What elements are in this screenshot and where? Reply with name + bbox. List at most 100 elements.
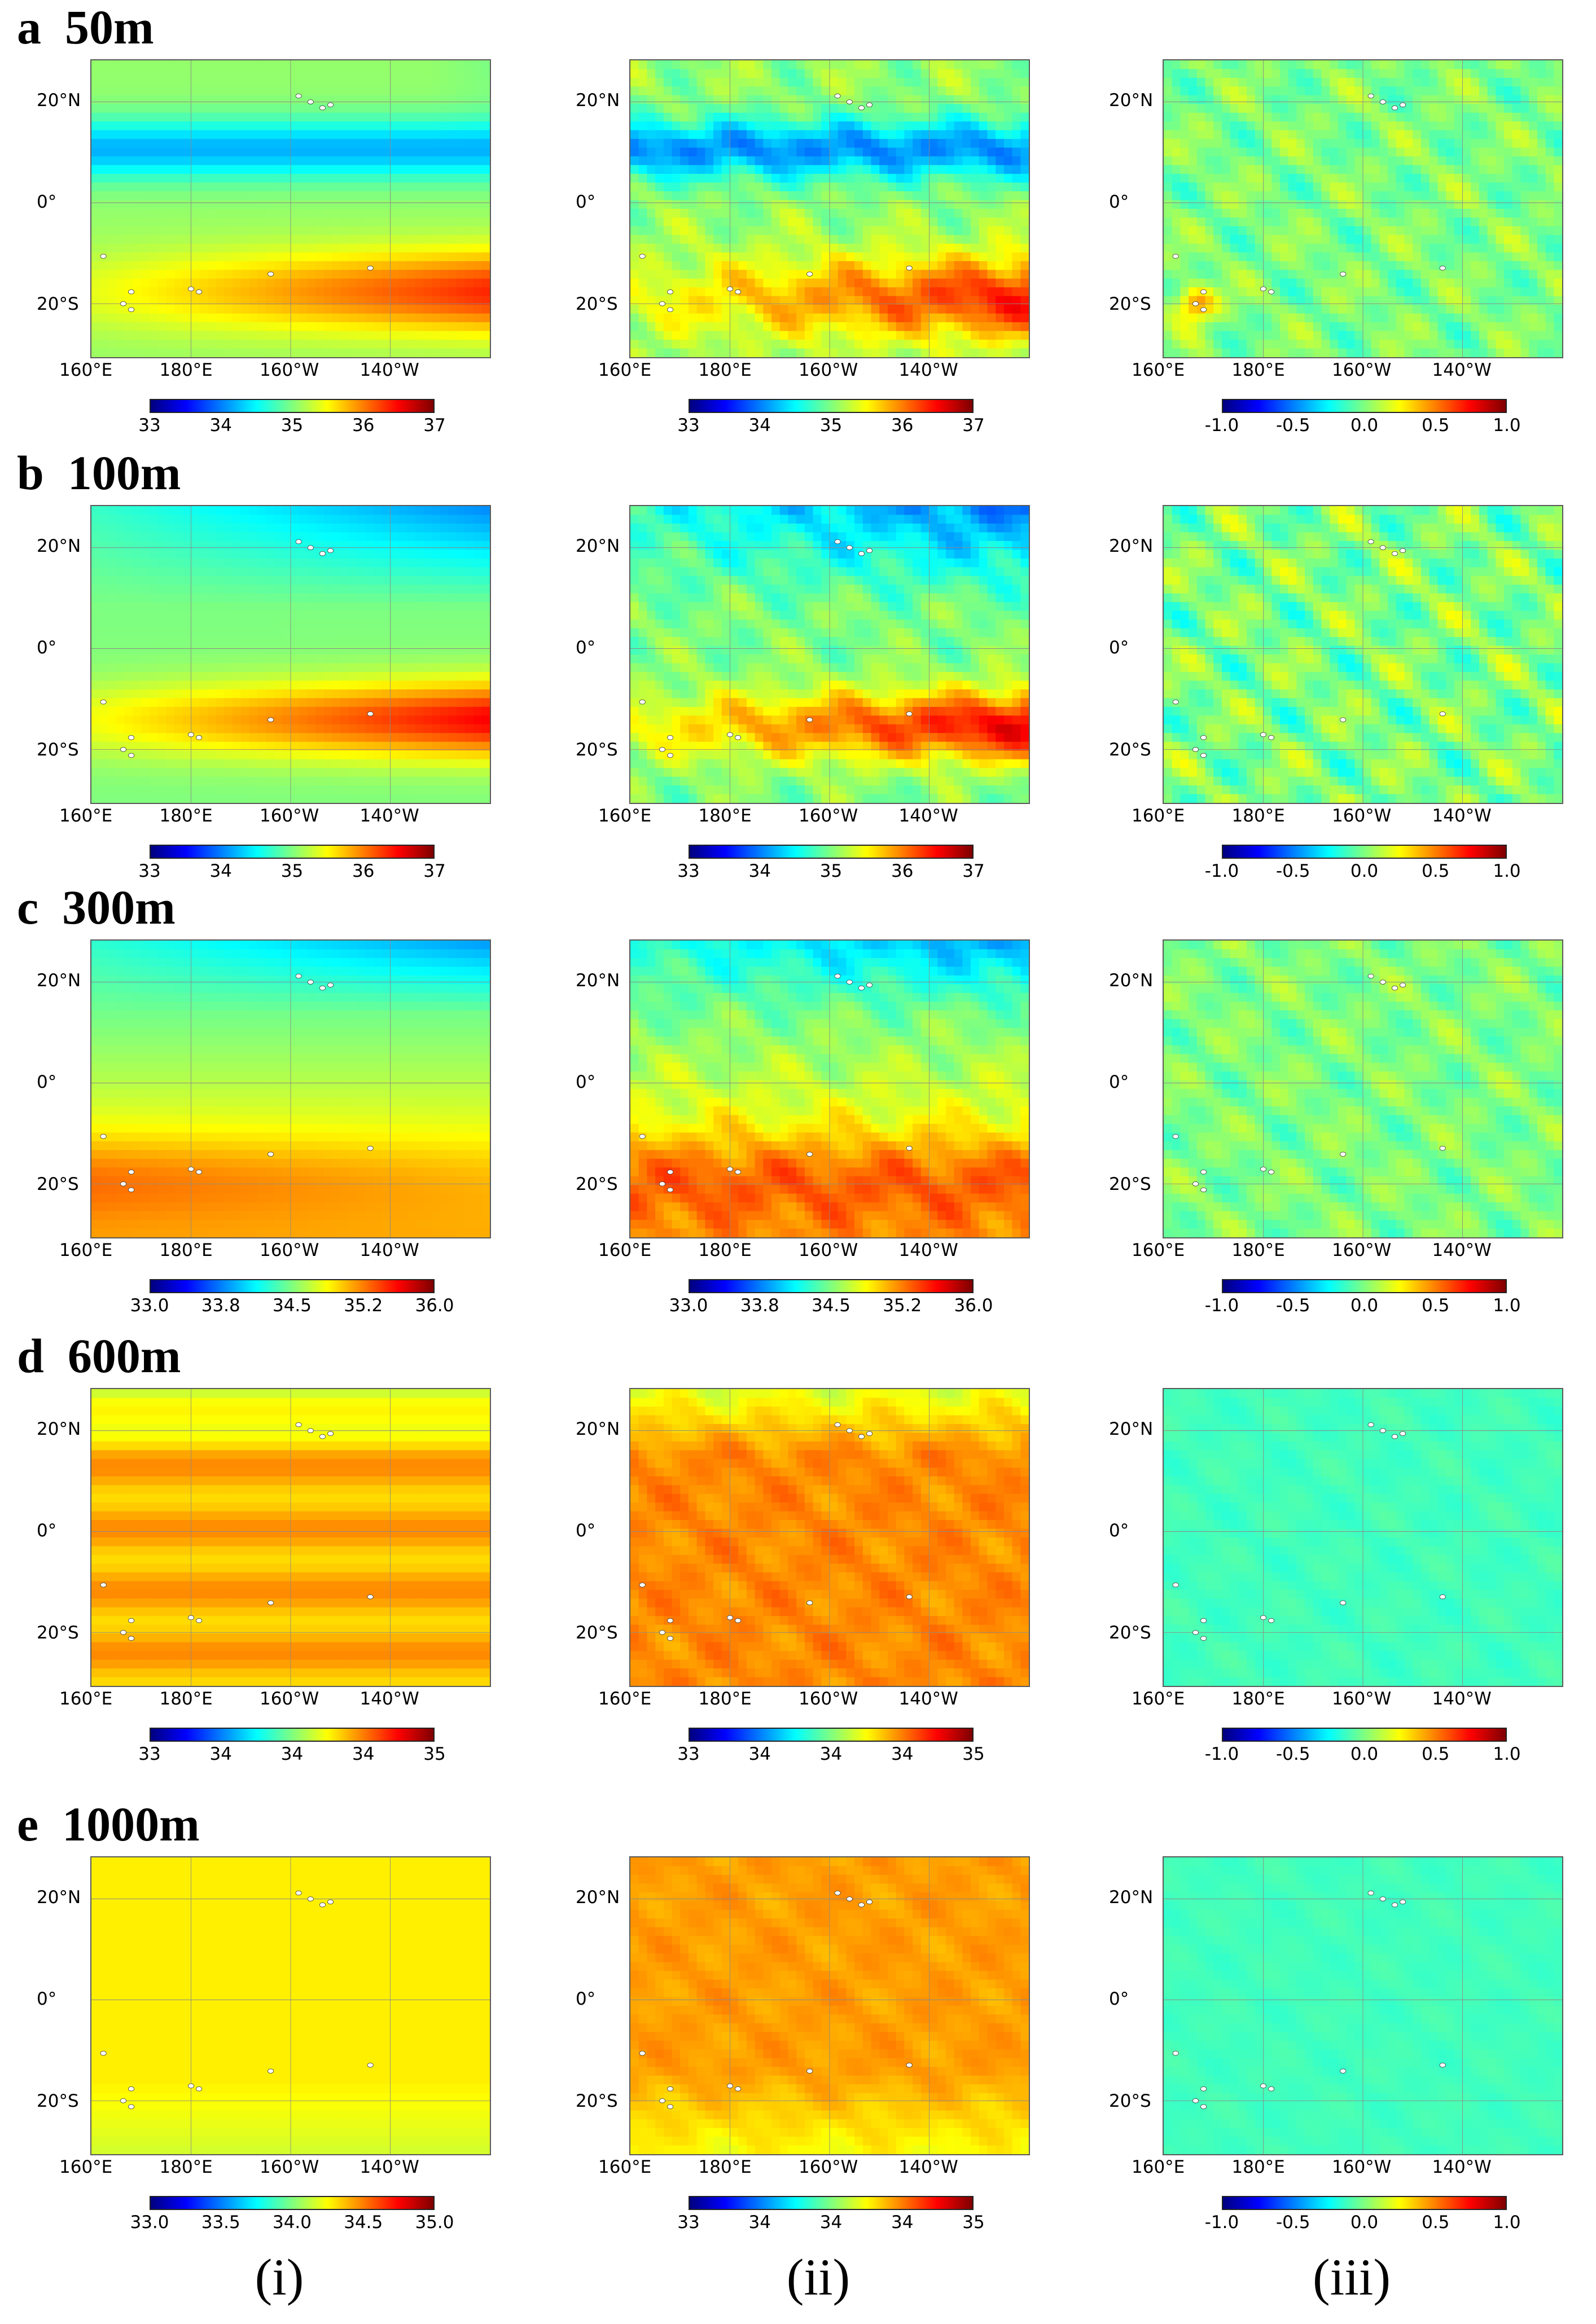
heatmap-cell xyxy=(1379,165,1388,174)
heatmap-cell xyxy=(705,313,714,323)
heatmap-cell xyxy=(1446,112,1455,122)
heatmap-cell xyxy=(862,69,872,78)
heatmap-cell xyxy=(108,139,117,148)
heatmap-cell xyxy=(249,226,258,236)
heatmap-cell xyxy=(481,340,490,349)
heatmap-cell xyxy=(174,252,183,262)
heatmap-cell xyxy=(1338,200,1347,209)
heatmap-cell xyxy=(1279,86,1289,96)
heatmap-cell xyxy=(182,69,192,78)
heatmap-cell xyxy=(1512,270,1522,279)
heatmap-cell xyxy=(423,313,432,323)
heatmap-cell xyxy=(448,252,457,262)
heatmap-cell xyxy=(1263,130,1272,140)
heatmap-cell xyxy=(157,322,167,332)
heatmap-cell xyxy=(821,322,830,332)
island-shape xyxy=(1391,105,1398,111)
heatmap-cell xyxy=(390,182,399,192)
heatmap-cell xyxy=(788,313,797,323)
heatmap-cell xyxy=(457,95,466,105)
heatmap-cell xyxy=(696,226,706,236)
heatmap-cell xyxy=(1164,226,1173,236)
heatmap-cell xyxy=(1247,60,1256,70)
heatmap-cell xyxy=(323,243,333,253)
heatmap-cell xyxy=(1487,235,1497,244)
heatmap-cell xyxy=(1180,287,1189,297)
heatmap-cell xyxy=(713,95,722,105)
heatmap-cell xyxy=(398,112,407,122)
heatmap-cell xyxy=(705,252,714,262)
heatmap-cell xyxy=(738,200,747,209)
heatmap-cell xyxy=(149,156,159,166)
heatmap-cell xyxy=(705,95,714,105)
heatmap-cell xyxy=(630,252,639,262)
heatmap-cell xyxy=(846,340,855,349)
heatmap-cell xyxy=(763,130,772,140)
heatmap-cell xyxy=(821,156,830,166)
heatmap-cell xyxy=(937,313,946,323)
heatmap-cell xyxy=(1238,139,1247,148)
heatmap-cell xyxy=(91,139,100,148)
heatmap-cell xyxy=(1279,270,1289,279)
heatmap-cell xyxy=(705,139,714,148)
heatmap-cell xyxy=(896,209,905,218)
heatmap-cell xyxy=(929,270,938,279)
heatmap-cell xyxy=(332,60,341,70)
heatmap-cell xyxy=(771,95,781,105)
heatmap-cell xyxy=(464,322,474,332)
heatmap-cell xyxy=(1537,313,1546,323)
heatmap-cell xyxy=(954,348,963,357)
heatmap-cell xyxy=(116,112,125,122)
island-shape xyxy=(268,271,274,276)
heatmap-cell xyxy=(216,60,225,70)
heatmap-cell xyxy=(348,261,358,271)
heatmap-cell xyxy=(224,200,233,209)
heatmap-cell xyxy=(788,270,797,279)
heatmap-cell xyxy=(1504,191,1513,201)
heatmap-cell xyxy=(1396,278,1405,288)
heatmap-cell xyxy=(1420,121,1430,131)
heatmap-cell xyxy=(315,60,325,70)
heatmap-cell xyxy=(721,112,731,122)
heatmap-cell xyxy=(1346,69,1356,78)
heatmap-cell xyxy=(962,243,971,253)
heatmap-cell xyxy=(1520,270,1529,279)
heatmap-cell xyxy=(1437,331,1446,340)
heatmap-cell xyxy=(1255,104,1264,113)
heatmap-cell xyxy=(257,60,266,70)
heatmap-cell xyxy=(182,165,192,174)
heatmap-cell xyxy=(920,287,930,297)
heatmap-cell xyxy=(323,112,333,122)
heatmap-cell xyxy=(1371,305,1380,314)
heatmap-cell xyxy=(299,287,308,297)
heatmap-cell xyxy=(1371,174,1380,183)
heatmap-cell xyxy=(91,104,100,113)
heatmap-cell xyxy=(904,112,913,122)
heatmap-cell xyxy=(191,340,200,349)
heatmap-cell xyxy=(133,121,142,131)
heatmap-cell xyxy=(1554,104,1562,113)
heatmap-cell xyxy=(871,243,880,253)
heatmap-cell xyxy=(879,305,888,314)
heatmap-cell xyxy=(1479,322,1488,332)
heatmap-cell xyxy=(680,139,689,148)
heatmap-cell xyxy=(1454,331,1463,340)
heatmap-cell xyxy=(1446,278,1455,288)
heatmap-cell xyxy=(996,121,1005,131)
heatmap-cell xyxy=(1230,104,1239,113)
heatmap-cell xyxy=(813,191,822,201)
heatmap-cell xyxy=(357,287,366,297)
heatmap-cell xyxy=(1196,60,1206,70)
heatmap-cell xyxy=(862,296,872,305)
heatmap-cell xyxy=(1279,331,1289,340)
heatmap-cell xyxy=(1346,340,1356,349)
heatmap-cell xyxy=(406,121,416,131)
heatmap-cell xyxy=(1388,60,1397,70)
heatmap-cell xyxy=(871,60,880,70)
heatmap-cell xyxy=(406,217,416,227)
heatmap-cell xyxy=(1404,139,1413,148)
heatmap-cell xyxy=(647,77,656,87)
heatmap-cell xyxy=(1196,252,1206,262)
heatmap-cell xyxy=(945,235,955,244)
heatmap-cell xyxy=(199,165,208,174)
